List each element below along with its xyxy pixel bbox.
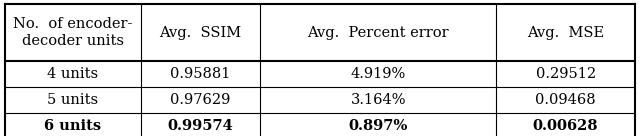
Text: 0.95881: 0.95881 [170,67,230,81]
Text: 0.99574: 0.99574 [168,119,233,133]
Text: 0.00628: 0.00628 [533,119,598,133]
Text: 0.09468: 0.09468 [535,93,596,107]
Text: 0.29512: 0.29512 [536,67,596,81]
Text: 4 units: 4 units [47,67,99,81]
Text: Avg.  Percent error: Avg. Percent error [307,26,449,40]
Text: No.  of encoder-
decoder units: No. of encoder- decoder units [13,17,132,48]
Text: Avg.  MSE: Avg. MSE [527,26,604,40]
Text: 4.919%: 4.919% [351,67,406,81]
Text: 0.97629: 0.97629 [170,93,230,107]
Text: Avg.  SSIM: Avg. SSIM [159,26,241,40]
Text: 3.164%: 3.164% [351,93,406,107]
Text: 0.897%: 0.897% [349,119,408,133]
Text: 5 units: 5 units [47,93,99,107]
Text: 6 units: 6 units [44,119,101,133]
